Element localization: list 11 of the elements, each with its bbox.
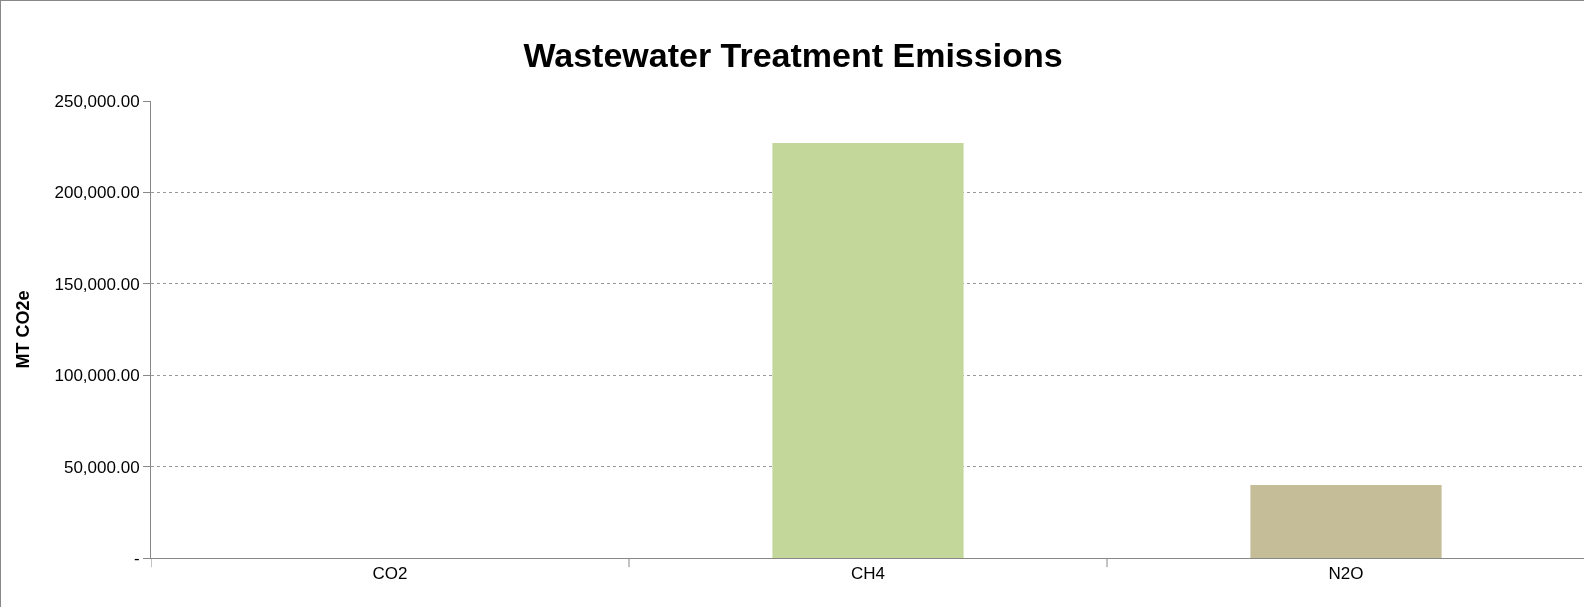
y-tick-label: 150,000.00 xyxy=(54,274,140,294)
x-tick-label: N2O xyxy=(1328,564,1364,584)
y-tick-label: 100,000.00 xyxy=(54,366,140,386)
y-tick-label: - xyxy=(133,548,140,568)
x-tick-label: CH4 xyxy=(850,564,886,584)
y-tick-label: 250,000.00 xyxy=(54,91,140,111)
chart-title: Wastewater Treatment Emissions xyxy=(523,36,1063,75)
x-tick-label: CO2 xyxy=(372,564,408,584)
y-tick-label: 50,000.00 xyxy=(63,457,140,477)
y-tick-label: 200,000.00 xyxy=(54,183,140,203)
y-axis-title: MT CO2e xyxy=(12,290,33,369)
